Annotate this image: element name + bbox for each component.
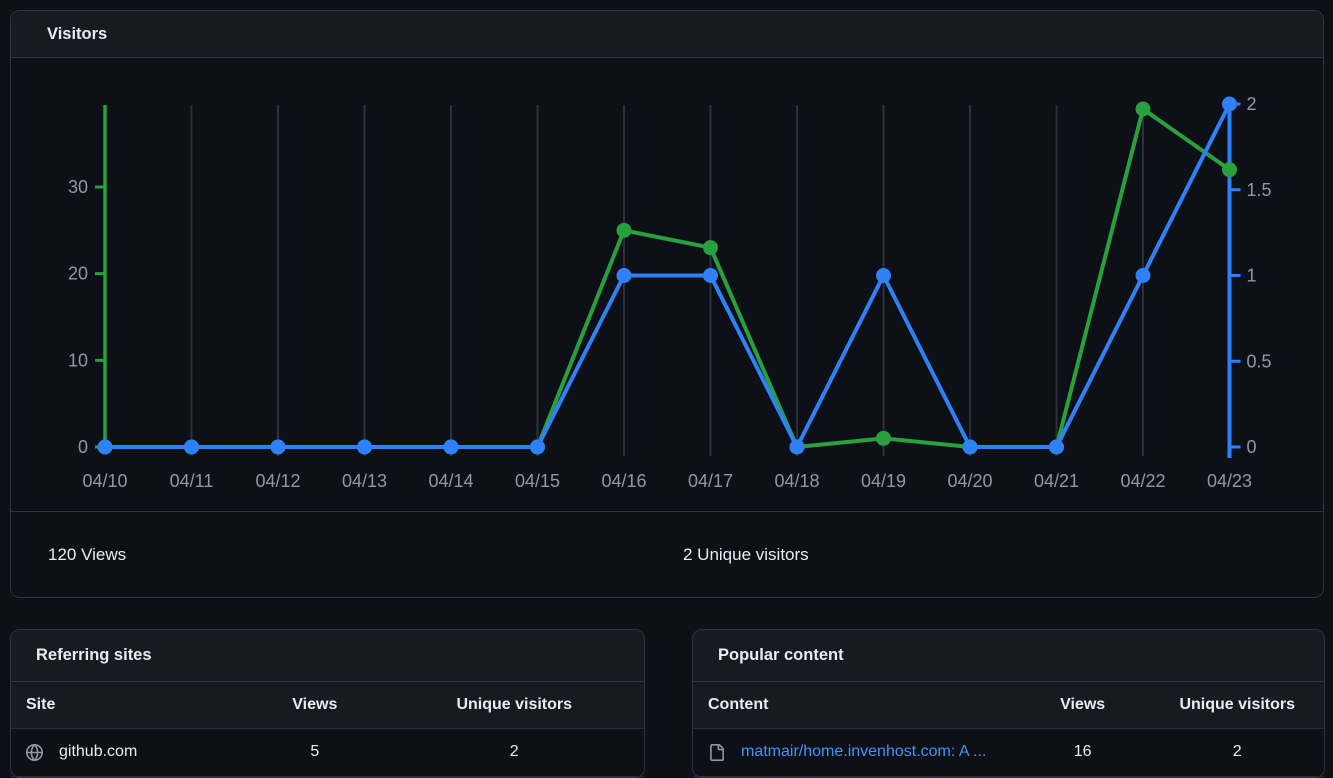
popular-content-unique: 2 [1232,743,1242,760]
svg-text:0: 0 [78,437,88,457]
views-total: 120 Views [48,544,127,564]
svg-text:04/21: 04/21 [1034,471,1079,491]
popular-content-views: 16 [1073,743,1092,760]
col-views: Views [1014,682,1151,729]
svg-text:20: 20 [68,264,88,284]
globe-icon [26,743,43,761]
svg-text:0.5: 0.5 [1247,351,1272,371]
col-unique-visitors: Unique visitors [384,682,644,729]
svg-text:04/20: 04/20 [947,471,992,491]
svg-text:04/18: 04/18 [774,471,819,491]
svg-text:1.5: 1.5 [1247,180,1272,200]
referring-sites-title: Referring sites [36,646,152,664]
visitors-summary: 120 Views 2 Unique visitors [11,511,1323,597]
referring-site-views: 5 [310,743,320,760]
file-icon [710,743,724,761]
referring-site-row: github.com 5 2 [11,728,644,776]
referring-site-unique: 2 [509,743,519,760]
popular-content-row: matmair/home.invenhost.com: A ... 16 2 [693,728,1324,776]
referring-site-name: github.com [59,743,138,760]
visitors-card-header: Visitors [11,11,1323,58]
svg-text:04/10: 04/10 [82,471,127,491]
popular-content-title: Popular content [718,646,844,664]
referring-sites-header-row: Site Views Unique visitors [11,682,644,729]
traffic-tables-row: Referring sites Site Views Unique visito… [10,629,1325,778]
svg-text:04/15: 04/15 [515,471,560,491]
visitors-chart[interactable]: 0 10 20 30 0 0.5 1 1.5 2 04/10 04/11 04/12 04/13 04/1… [11,58,1322,511]
svg-text:04/12: 04/12 [255,471,300,491]
svg-text:04/22: 04/22 [1120,471,1165,491]
col-unique-visitors: Unique visitors [1150,682,1324,729]
referring-sites-header: Referring sites [11,630,644,682]
svg-text:04/13: 04/13 [342,471,387,491]
svg-text:04/19: 04/19 [861,471,906,491]
unique-visitors-total: 2 Unique visitors [683,544,809,564]
col-content: Content [693,682,1015,729]
svg-text:04/16: 04/16 [601,471,646,491]
svg-text:10: 10 [68,350,88,370]
visitors-title: Visitors [47,25,108,43]
visitors-chart-area: 0 10 20 30 0 0.5 1 1.5 2 04/10 04/11 04/12 04/13 04/1… [11,58,1323,511]
popular-content-card: Popular content Content Views Unique vis… [692,629,1325,778]
svg-text:04/14: 04/14 [428,471,473,491]
col-site: Site [11,682,246,729]
popular-content-table: Content Views Unique visitors matmair/h [693,682,1324,777]
svg-text:04/23: 04/23 [1207,471,1252,491]
svg-text:04/11: 04/11 [170,471,214,491]
svg-text:0: 0 [1247,437,1257,457]
referring-sites-table: Site Views Unique visitors github.com [11,682,644,777]
referring-sites-card: Referring sites Site Views Unique visito… [10,629,645,778]
svg-text:1: 1 [1247,266,1257,286]
visitors-card: Visitors 0 10 20 30 0 0.5 1 1.5 2 04/10 04/11 04/12… [10,10,1324,598]
svg-text:30: 30 [68,177,88,197]
svg-text:04/17: 04/17 [688,471,733,491]
col-views: Views [245,682,385,729]
popular-content-link[interactable]: matmair/home.invenhost.com: A ... [741,743,987,760]
popular-content-header-row: Content Views Unique visitors [693,682,1324,729]
svg-text:2: 2 [1247,94,1257,114]
popular-content-header: Popular content [693,630,1324,682]
